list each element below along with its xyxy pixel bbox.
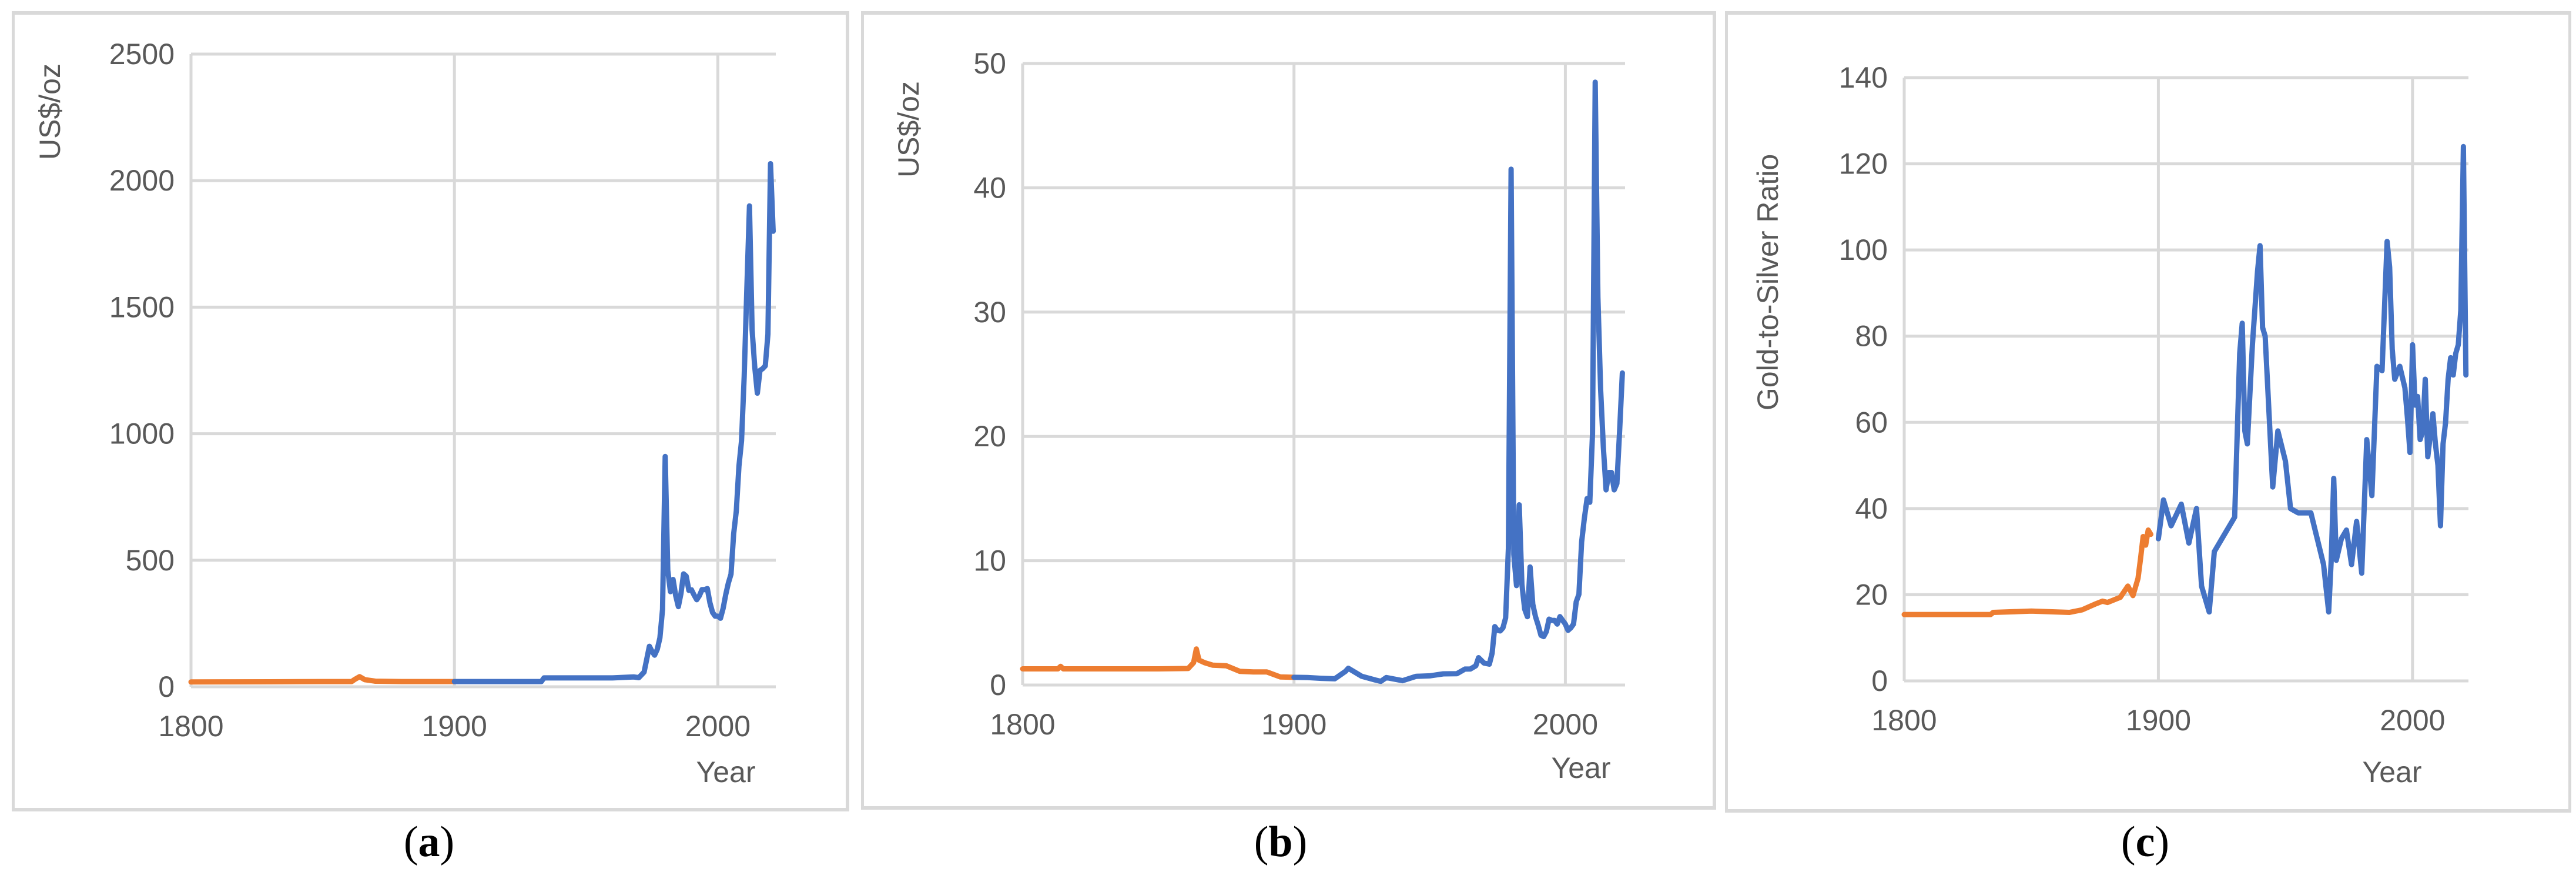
chart-panel-b: 0 10 20 30 40 50 1800 1900 2000 US$/oz Year: [861, 0, 1716, 892]
y-tick-label-b: 10: [973, 544, 1006, 577]
chart-c: 0 20 40 60 80 100 120 140 1800 1900 2000 Gold-to-Si…: [1725, 11, 2571, 813]
x-tick-label-a: 1800: [158, 710, 223, 743]
x-tick-label-c: 1800: [1871, 704, 1937, 737]
y-tick-label-c: 140: [1839, 61, 1888, 94]
x-tick-label-b: 1900: [1261, 708, 1326, 741]
series-line-b-historical: [1020, 646, 1297, 680]
chart-panel-a: 0 500 1000 1500 2000 2500 1800 1900 2000 US$/oz Ye…: [12, 0, 849, 892]
caption-b-letter: b: [1268, 818, 1293, 866]
y-tick-label-c: 60: [1855, 406, 1888, 439]
y-tick-label-b: 30: [973, 296, 1006, 329]
x-axis-title-b: Year: [1551, 751, 1610, 784]
y-tick-label-c: 40: [1855, 492, 1888, 525]
x-tick-label-c: 1900: [2126, 704, 2191, 737]
y-tick-label-c: 100: [1839, 233, 1888, 266]
caption-a: (a): [341, 817, 517, 867]
y-tick-label-c: 0: [1871, 664, 1888, 697]
caption-c: (c): [2057, 817, 2233, 867]
series-line-c-historical: [1901, 527, 2153, 617]
y-tick-label-a: 1500: [109, 290, 175, 323]
chart-b: 0 10 20 30 40 50 1800 1900 2000 US$/oz Year: [861, 11, 1716, 810]
y-tick-label-c: 80: [1855, 320, 1888, 353]
chart-panel-c: 0 20 40 60 80 100 120 140 1800 1900 2000 Gold-to-Si…: [1725, 0, 2576, 892]
series-line-a-historical: [188, 674, 457, 685]
x-axis-title-c: Year: [2362, 756, 2421, 789]
series-line-c-modern: [2155, 143, 2469, 615]
y-tick-label-b: 0: [990, 669, 1006, 701]
y-tick-label-a: 2500: [109, 38, 175, 71]
y-tick-label-a: 2000: [109, 164, 175, 197]
y-axis-title-b: US$/oz: [892, 81, 925, 178]
series-line-a-modern: [451, 161, 776, 684]
y-tick-label-a: 500: [126, 544, 175, 577]
chart-frame-b: [861, 11, 1716, 810]
x-tick-label-b: 1800: [990, 708, 1055, 741]
chart-frame-c: [1725, 11, 2571, 813]
y-tick-label-c: 20: [1855, 578, 1888, 611]
caption-a-close: ): [440, 818, 455, 866]
chart-a: 0 500 1000 1500 2000 2500 1800 1900 2000 US$/oz Ye…: [12, 11, 849, 811]
caption-a-open: (: [403, 818, 418, 866]
series-line-b-modern: [1291, 79, 1625, 684]
y-tick-label-b: 50: [973, 47, 1006, 80]
y-axis-title-a: US$/oz: [34, 64, 66, 160]
caption-b-close: ): [1292, 818, 1308, 866]
y-tick-label-c: 120: [1839, 148, 1888, 181]
x-tick-label-c: 2000: [2380, 704, 2445, 737]
x-tick-label-b: 2000: [1533, 708, 1598, 741]
caption-b: (b): [1192, 817, 1369, 867]
caption-c-letter: c: [2135, 818, 2155, 866]
x-tick-label-a: 1900: [422, 710, 487, 743]
caption-c-open: (: [2121, 818, 2136, 866]
chart-frame-a: [12, 11, 849, 811]
y-tick-label-a: 1000: [109, 417, 175, 450]
y-axis-title-c: Gold-to-Silver Ratio: [1751, 154, 1784, 410]
x-tick-label-a: 2000: [685, 710, 751, 743]
y-tick-label-a: 0: [158, 670, 175, 703]
caption-a-letter: a: [418, 818, 440, 866]
caption-b-open: (: [1254, 818, 1269, 866]
y-tick-label-b: 40: [973, 171, 1006, 204]
y-tick-label-b: 20: [973, 420, 1006, 453]
x-axis-title-a: Year: [696, 756, 755, 789]
caption-c-close: ): [2155, 818, 2170, 866]
